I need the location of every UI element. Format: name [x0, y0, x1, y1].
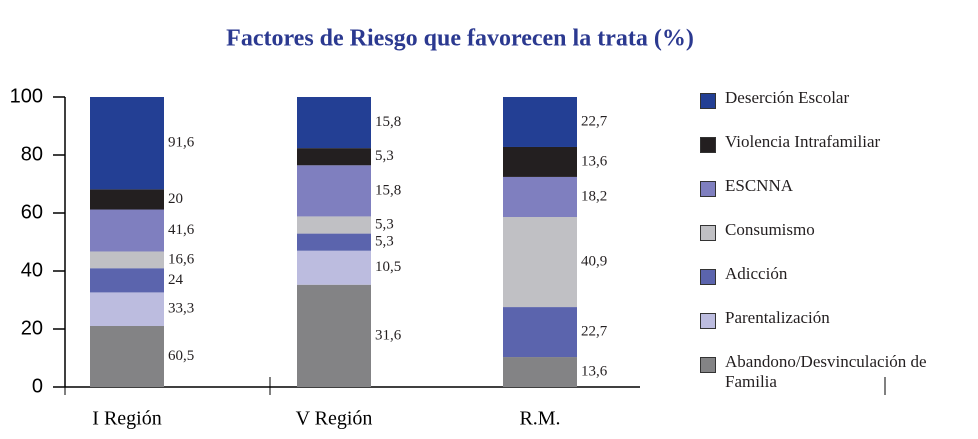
legend-label: ESCNNA [725, 176, 794, 195]
bar-segment [297, 216, 371, 234]
bar-segment [503, 176, 577, 218]
value-label: 5,3 [375, 148, 394, 164]
bar-segment [90, 325, 164, 387]
bar-segment [503, 357, 577, 387]
legend-swatch [700, 181, 716, 197]
x-tick-label: V Región [296, 408, 373, 430]
legend-item: Violencia Intrafamiliar [700, 132, 978, 176]
bar-segment [503, 217, 577, 308]
bar-segment [90, 251, 164, 269]
bar-segment [90, 268, 164, 293]
bar-segment [297, 250, 371, 285]
y-tick-label: 80 [21, 143, 43, 165]
legend-item: Deserción Escolar [700, 88, 978, 132]
value-label: 15,8 [375, 182, 401, 198]
bar-segment [90, 209, 164, 252]
value-label: 33,3 [168, 301, 194, 317]
bar-segment [503, 307, 577, 358]
y-tick-label: 0 [32, 375, 43, 397]
bar-segment [297, 233, 371, 251]
y-tick-label: 40 [21, 259, 43, 281]
value-label: 31,6 [375, 327, 402, 343]
value-label: 5,3 [375, 234, 394, 250]
x-tick-label: I Región [92, 408, 161, 430]
legend-item: ESCNNA [700, 176, 978, 220]
value-label: 5,3 [375, 216, 394, 232]
value-label: 15,8 [375, 114, 401, 130]
value-label: 10,5 [375, 259, 401, 275]
value-label: 20 [168, 191, 183, 207]
legend-swatch [700, 313, 716, 329]
legend-item: Abandono/Desvinculación de Familia [700, 352, 978, 396]
legend-swatch [700, 137, 716, 153]
bar-segment [90, 292, 164, 326]
legend-label: Parentalización [725, 308, 830, 327]
legend-item: Adicción [700, 264, 978, 308]
value-label: 40,9 [581, 253, 607, 269]
legend-label: Deserción Escolar [725, 88, 850, 107]
value-label: 18,2 [581, 188, 607, 204]
y-tick-label: 20 [21, 317, 43, 339]
legend-label: Violencia Intrafamiliar [725, 132, 881, 151]
value-label: 13,6 [581, 153, 608, 169]
value-label: 24 [168, 272, 184, 288]
legend-swatch [700, 269, 716, 285]
bar-segment [297, 165, 371, 217]
value-label: 91,6 [168, 135, 195, 151]
legend: Deserción Escolar Violencia Intrafamiliar… [700, 88, 978, 396]
value-label: 41,6 [168, 222, 195, 238]
bar-segment [297, 97, 371, 149]
legend-label: Abandono/Desvinculación de Familia [725, 352, 927, 391]
legend-item: Parentalización [700, 308, 978, 352]
y-tick-label: 60 [21, 201, 43, 223]
bar-segment [90, 189, 164, 210]
legend-item: Consumismo [700, 220, 978, 264]
chart-title: Factores de Riesgo que favorecen la trat… [226, 26, 694, 52]
legend-label: Adicción [725, 264, 788, 283]
value-label: 13,6 [581, 363, 608, 379]
value-label: 60,5 [168, 348, 194, 364]
bar-segment [503, 146, 577, 177]
legend-swatch [700, 93, 716, 109]
bar-segment [90, 97, 164, 190]
value-label: 22,7 [581, 113, 608, 129]
value-label: 22,7 [581, 323, 608, 339]
legend-swatch [700, 225, 716, 241]
legend-label: Consumismo [725, 220, 815, 239]
bar-segment [503, 97, 577, 147]
legend-swatch [700, 357, 716, 373]
bar-segment [297, 148, 371, 166]
bar-segment [297, 284, 371, 387]
value-label: 16,6 [168, 251, 195, 267]
y-tick-label: 100 [10, 85, 43, 107]
x-tick-label: R.M. [519, 408, 560, 430]
